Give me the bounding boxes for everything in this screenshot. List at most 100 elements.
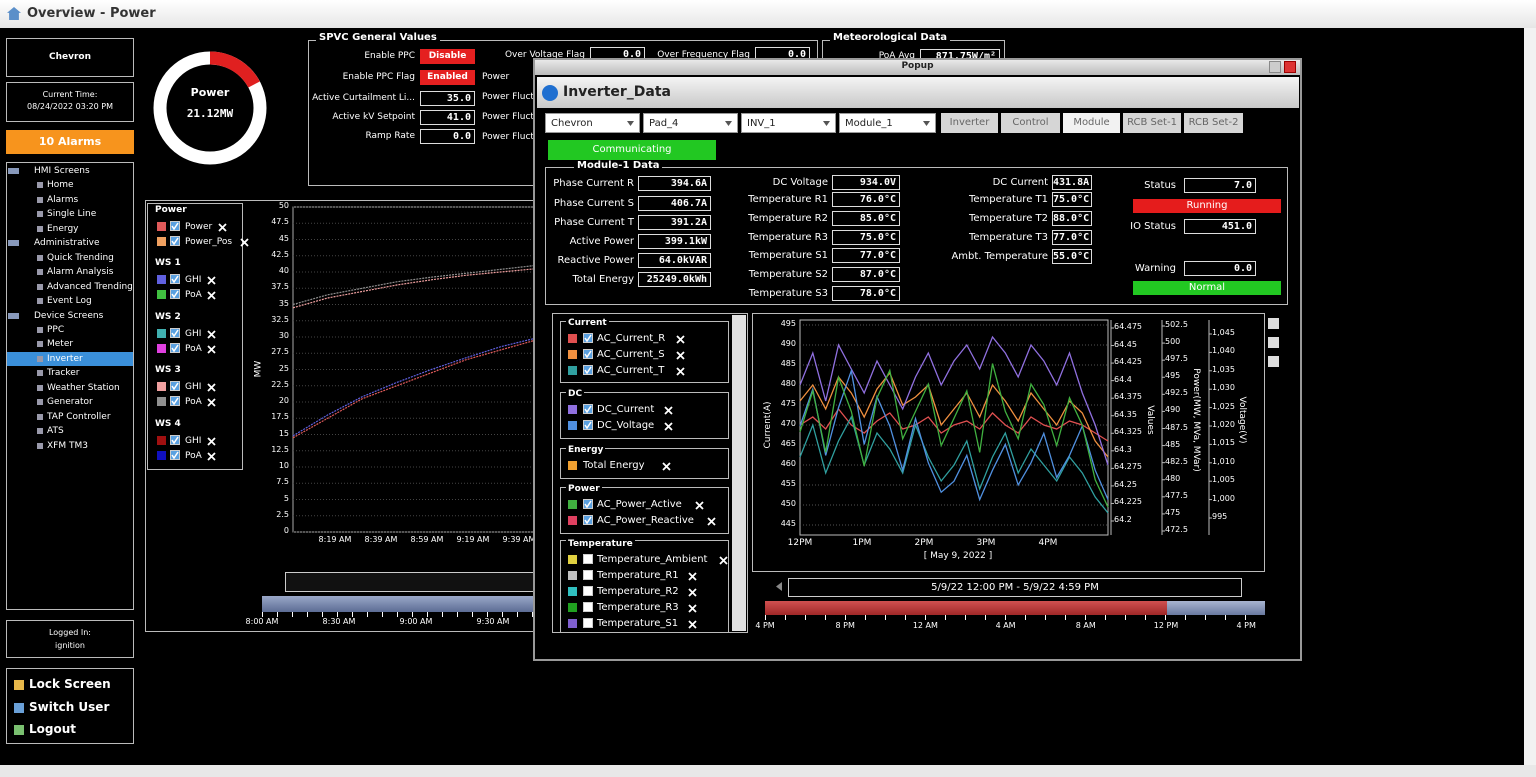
search-box[interactable] [285, 572, 545, 592]
tab-button[interactable]: Module [1063, 113, 1120, 133]
tree-item[interactable]: TAP Controller [47, 411, 111, 422]
chart-tool-icon[interactable] [1268, 356, 1279, 367]
checkbox[interactable] [583, 554, 593, 564]
legend-item[interactable]: Power [185, 222, 213, 232]
range-search[interactable]: 5/9/22 12:00 PM - 5/9/22 4:59 PM [788, 578, 1242, 597]
checkbox[interactable] [170, 381, 180, 391]
checkbox[interactable] [583, 570, 593, 580]
checkbox[interactable] [170, 343, 180, 353]
checkbox[interactable] [170, 435, 180, 445]
tree-item[interactable]: Alarm Analysis [47, 267, 114, 278]
tree-item[interactable]: Home [47, 180, 74, 191]
legend-item[interactable]: AC_Current_R [597, 333, 666, 344]
remove-icon[interactable] [207, 330, 216, 339]
checkbox[interactable] [583, 499, 593, 509]
chart-tool-icon[interactable] [1268, 337, 1279, 348]
alarms-button[interactable]: 10 Alarms [6, 130, 134, 154]
resize-button[interactable] [1269, 61, 1281, 73]
legend-item[interactable]: PoA [185, 290, 202, 300]
tree-item[interactable]: PPC [47, 324, 65, 335]
tab-button[interactable]: RCB Set-2 [1184, 113, 1243, 133]
tab-button[interactable]: Inverter [941, 113, 998, 133]
tree-item[interactable]: Energy [47, 223, 79, 234]
remove-icon[interactable] [664, 422, 673, 431]
remove-icon[interactable] [207, 276, 216, 285]
tree-item[interactable]: Alarms [47, 194, 79, 205]
tab-button[interactable]: RCB Set-1 [1123, 113, 1181, 133]
dropdown[interactable]: Chevron [545, 113, 640, 133]
tree-item[interactable]: Inverter [47, 353, 83, 364]
checkbox[interactable] [170, 289, 180, 299]
nav-arrow[interactable] [776, 582, 782, 591]
action-button[interactable]: Switch User [29, 699, 110, 714]
tree-item[interactable]: Meter [47, 339, 74, 350]
checkbox[interactable] [170, 236, 180, 246]
remove-icon[interactable] [676, 351, 685, 360]
remove-icon[interactable] [207, 345, 216, 354]
remove-icon[interactable] [695, 501, 704, 510]
remove-icon[interactable] [707, 517, 716, 526]
legend-item[interactable]: Temperature_R2 [597, 586, 679, 597]
tree-item[interactable]: XFM TM3 [47, 440, 88, 451]
legend-item[interactable]: GHI [185, 329, 202, 339]
remove-icon[interactable] [207, 437, 216, 446]
legend-item[interactable]: PoA [185, 344, 202, 354]
legend-item[interactable]: DC_Current [597, 404, 655, 415]
remove-icon[interactable] [688, 572, 697, 581]
tab-button[interactable]: Control [1001, 113, 1060, 133]
chart-tool-icon[interactable] [1268, 318, 1279, 329]
checkbox[interactable] [170, 328, 180, 338]
legend-item[interactable]: Temperature_S1 [597, 618, 679, 629]
range-bar[interactable] [1167, 601, 1265, 615]
remove-icon[interactable] [207, 291, 216, 300]
legend-item[interactable]: AC_Current_S [597, 349, 665, 360]
legend-item[interactable]: Temperature_Ambient [597, 554, 708, 565]
legend-scrollbar[interactable] [732, 315, 746, 631]
remove-icon[interactable] [688, 588, 697, 597]
tree-item[interactable]: Device Screens [34, 310, 104, 321]
checkbox[interactable] [583, 618, 593, 628]
checkbox[interactable] [583, 602, 593, 612]
checkbox[interactable] [583, 365, 593, 375]
legend-item[interactable]: PoA [185, 451, 202, 461]
remove-icon[interactable] [688, 620, 697, 629]
legend-item[interactable]: AC_Power_Active [597, 499, 682, 510]
checkbox[interactable] [170, 274, 180, 284]
legend-item[interactable]: Temperature_R1 [597, 570, 679, 581]
legend-item[interactable]: AC_Power_Reactive [597, 515, 694, 526]
tree-item[interactable]: Advanced Trending [47, 281, 133, 292]
checkbox[interactable] [170, 450, 180, 460]
checkbox[interactable] [170, 221, 180, 231]
remove-icon[interactable] [207, 452, 216, 461]
remove-icon[interactable] [207, 383, 216, 392]
tree-item[interactable]: Single Line [47, 209, 97, 220]
dropdown[interactable]: Pad_4 [643, 113, 738, 133]
checkbox[interactable] [170, 396, 180, 406]
remove-icon[interactable] [719, 556, 728, 565]
remove-icon[interactable] [662, 462, 671, 471]
legend-item[interactable]: GHI [185, 275, 202, 285]
remove-icon[interactable] [664, 406, 673, 415]
legend-item[interactable]: AC_Current_T [597, 365, 665, 376]
checkbox[interactable] [583, 515, 593, 525]
dropdown[interactable]: INV_1 [741, 113, 836, 133]
checkbox[interactable] [583, 333, 593, 343]
toggle-button[interactable]: Disable [420, 49, 475, 64]
action-button[interactable]: Logout [29, 722, 77, 736]
legend-item[interactable]: Power_Pos [185, 237, 233, 247]
legend-item[interactable]: PoA [185, 397, 202, 407]
range-selected[interactable] [765, 601, 1167, 615]
legend-item[interactable]: GHI [185, 436, 202, 446]
tree-item[interactable]: HMI Screens [34, 166, 90, 176]
toggle-button[interactable]: Enabled [420, 70, 475, 85]
range-bar[interactable] [262, 596, 545, 612]
tree-item[interactable]: Quick Trending [47, 252, 114, 263]
remove-icon[interactable] [676, 367, 685, 376]
remove-icon[interactable] [240, 238, 249, 247]
tree-item[interactable]: Generator [47, 397, 93, 408]
checkbox[interactable] [583, 586, 593, 596]
tree-item[interactable]: Tracker [47, 368, 80, 379]
close-button[interactable] [1284, 61, 1296, 73]
remove-icon[interactable] [207, 398, 216, 407]
action-button[interactable]: Lock Screen [29, 677, 111, 691]
